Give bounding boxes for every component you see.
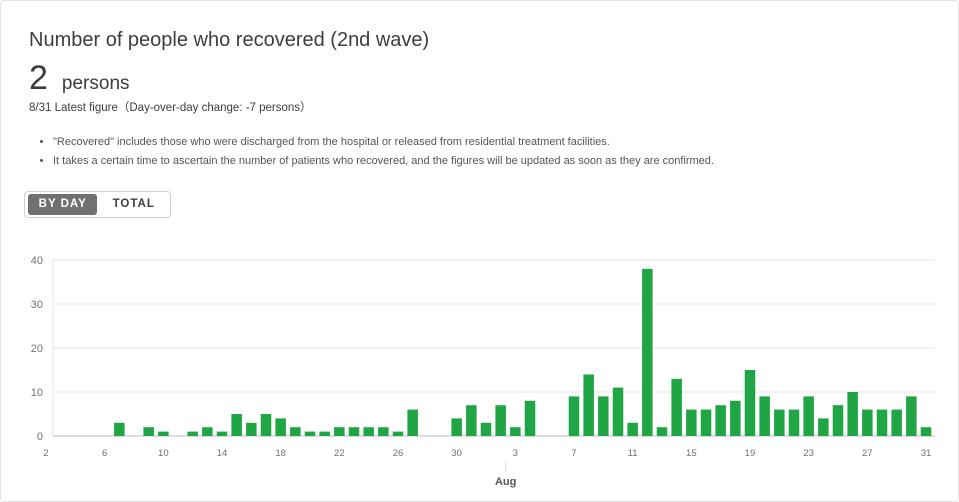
bar bbox=[876, 409, 888, 436]
bar bbox=[891, 409, 902, 436]
bar bbox=[818, 418, 829, 436]
bar bbox=[231, 414, 242, 436]
y-tick-label: 40 bbox=[31, 255, 43, 267]
bar bbox=[627, 422, 638, 436]
view-toggle: BY DAY TOTAL bbox=[24, 191, 171, 218]
bar bbox=[480, 422, 492, 436]
y-tick-label: 30 bbox=[31, 299, 43, 311]
bar bbox=[832, 405, 844, 436]
bar bbox=[348, 427, 360, 436]
bar bbox=[392, 431, 404, 436]
latest-figure-subtitle: 8/31 Latest figure（Day-over-day change: … bbox=[29, 102, 312, 114]
bar bbox=[363, 427, 374, 436]
bar bbox=[671, 378, 682, 436]
x-tick-label: 22 bbox=[334, 448, 345, 459]
x-tick-label: 19 bbox=[745, 448, 756, 459]
note-item: It takes a certain time to ascertain the… bbox=[53, 154, 714, 168]
y-tick-label: 20 bbox=[31, 343, 43, 355]
x-tick-label: 15 bbox=[686, 448, 697, 459]
x-tick-label: 18 bbox=[275, 448, 286, 459]
bar bbox=[803, 396, 814, 436]
bar bbox=[510, 427, 521, 436]
notes-list: "Recovered" includes those who were disc… bbox=[35, 135, 714, 173]
x-tick-label: 11 bbox=[628, 448, 638, 459]
bar bbox=[451, 418, 462, 436]
bar bbox=[847, 392, 858, 436]
bar bbox=[143, 427, 154, 436]
x-tick-label: 31 bbox=[921, 448, 932, 459]
bar bbox=[598, 396, 609, 436]
bar bbox=[744, 370, 756, 436]
month-label: Aug bbox=[495, 476, 516, 488]
bar bbox=[656, 427, 668, 436]
x-tick-label: 26 bbox=[393, 448, 404, 459]
bar bbox=[319, 431, 330, 436]
bar bbox=[862, 409, 873, 436]
y-tick-label: 0 bbox=[37, 431, 43, 443]
bar bbox=[730, 400, 741, 436]
bar bbox=[524, 400, 536, 436]
bar bbox=[495, 405, 506, 436]
bar bbox=[246, 422, 257, 436]
bar bbox=[642, 268, 653, 436]
bar bbox=[700, 409, 712, 436]
y-tick-label: 10 bbox=[31, 387, 43, 399]
bar bbox=[334, 427, 345, 436]
bar bbox=[202, 427, 213, 436]
bar bbox=[568, 396, 580, 436]
note-item: "Recovered" includes those who were disc… bbox=[53, 135, 714, 149]
bar bbox=[466, 405, 477, 436]
bar bbox=[275, 418, 286, 436]
total-button[interactable]: TOTAL bbox=[112, 198, 155, 210]
latest-value-number: 2 bbox=[29, 59, 48, 97]
bar bbox=[920, 427, 932, 436]
bar bbox=[788, 409, 800, 436]
card-title: Number of people who recovered (2nd wave… bbox=[29, 29, 430, 51]
x-tick-label: 3 bbox=[513, 448, 518, 459]
bar bbox=[158, 431, 169, 436]
bar bbox=[260, 414, 272, 436]
bar bbox=[583, 374, 594, 436]
x-tick-label: 6 bbox=[102, 448, 107, 459]
bar bbox=[407, 409, 418, 436]
x-tick-label: 14 bbox=[217, 448, 228, 459]
latest-value: 2 persons bbox=[29, 59, 130, 98]
by-day-button[interactable]: BY DAY bbox=[28, 194, 98, 215]
bar bbox=[906, 396, 917, 436]
bar bbox=[187, 431, 198, 436]
x-tick-label: 30 bbox=[451, 448, 462, 459]
bar bbox=[686, 409, 697, 436]
x-tick-label: 23 bbox=[803, 448, 814, 459]
x-tick-label: 2 bbox=[43, 448, 48, 459]
bar bbox=[304, 431, 316, 436]
bar bbox=[759, 396, 770, 436]
x-tick-label: 10 bbox=[158, 448, 169, 459]
x-tick-label: 7 bbox=[571, 448, 576, 459]
bar bbox=[114, 422, 125, 436]
bar bbox=[612, 387, 624, 436]
bar bbox=[715, 405, 726, 436]
x-tick-label: 27 bbox=[862, 448, 873, 459]
bar bbox=[290, 427, 301, 436]
latest-value-unit: persons bbox=[61, 73, 130, 94]
bar bbox=[216, 431, 228, 436]
bar bbox=[378, 427, 389, 436]
bar bbox=[774, 409, 785, 436]
